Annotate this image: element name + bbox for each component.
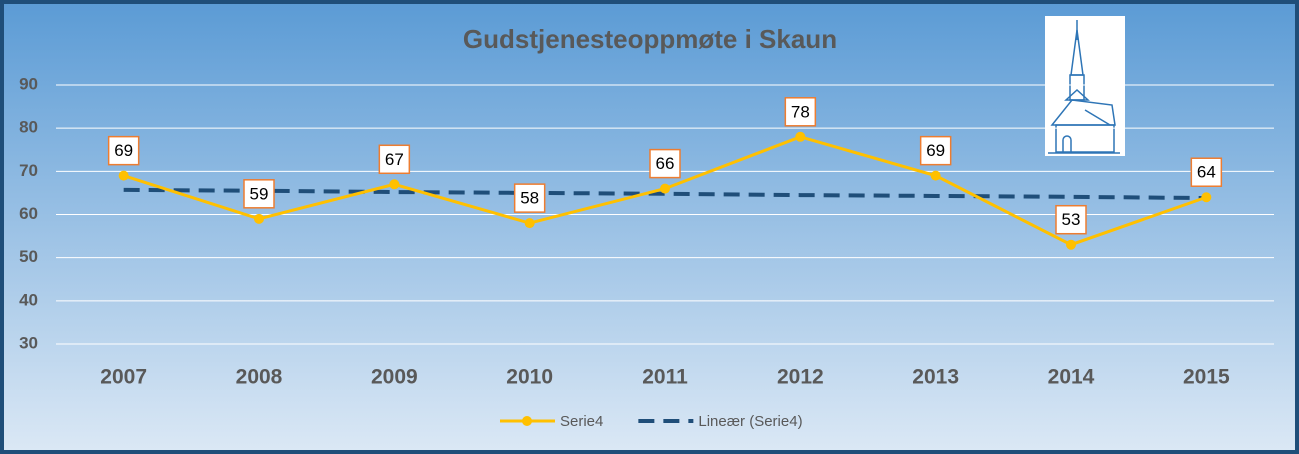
- x-tick-label: 2009: [371, 366, 418, 389]
- data-label: 69: [926, 141, 945, 160]
- point-marker: [660, 183, 670, 194]
- data-label: 67: [385, 150, 404, 169]
- data-label: 58: [520, 189, 539, 208]
- x-tick-label: 2012: [777, 366, 824, 389]
- x-tick-label: 2007: [100, 366, 147, 389]
- church-icon: [1045, 16, 1125, 156]
- y-tick-label: 90: [19, 74, 38, 93]
- data-label-box: [919, 135, 952, 166]
- data-label-box: [1055, 204, 1087, 235]
- point-marker: [930, 170, 941, 181]
- point-marker: [1066, 239, 1076, 250]
- data-label: 78: [791, 102, 810, 121]
- point-marker: [1201, 192, 1212, 203]
- data-label-box: [243, 179, 275, 209]
- trend-line: [123, 187, 1207, 201]
- point-marker: [254, 213, 264, 224]
- legend-label: Serie4: [560, 413, 603, 430]
- data-label-box: [513, 183, 546, 213]
- x-tick-label: 2008: [236, 366, 283, 389]
- chart-title: Gudstjenesteoppmøte i Skaun: [463, 24, 837, 54]
- x-tick-label: 2011: [642, 366, 688, 389]
- y-tick-label: 60: [19, 204, 38, 223]
- point-marker: [524, 218, 535, 229]
- data-label-box: [1190, 157, 1223, 187]
- point-marker: [118, 170, 129, 181]
- legend-label: Lineær (Serie4): [698, 413, 802, 430]
- y-tick-label: 50: [19, 247, 38, 266]
- data-label-box: [107, 135, 140, 166]
- x-tick-label: 2010: [506, 366, 553, 389]
- data-label: 59: [250, 184, 269, 203]
- data-label: 69: [114, 141, 133, 160]
- data-label: 66: [656, 154, 675, 173]
- point-marker: [389, 179, 400, 190]
- point-marker: [795, 131, 806, 142]
- data-label: 64: [1197, 163, 1216, 182]
- data-label: 53: [1062, 210, 1081, 229]
- y-tick-label: 30: [19, 333, 38, 352]
- data-label-box: [649, 148, 681, 179]
- data-label-box: [784, 97, 817, 127]
- x-tick-label: 2014: [1048, 366, 1095, 389]
- data-label-box: [378, 144, 411, 175]
- y-tick-label: 40: [19, 290, 38, 309]
- x-tick-label: 2013: [912, 366, 959, 389]
- y-tick-label: 70: [19, 161, 38, 180]
- y-tick-label: 80: [19, 118, 38, 137]
- x-tick-label: 2015: [1183, 366, 1230, 389]
- legend-marker: [522, 416, 532, 426]
